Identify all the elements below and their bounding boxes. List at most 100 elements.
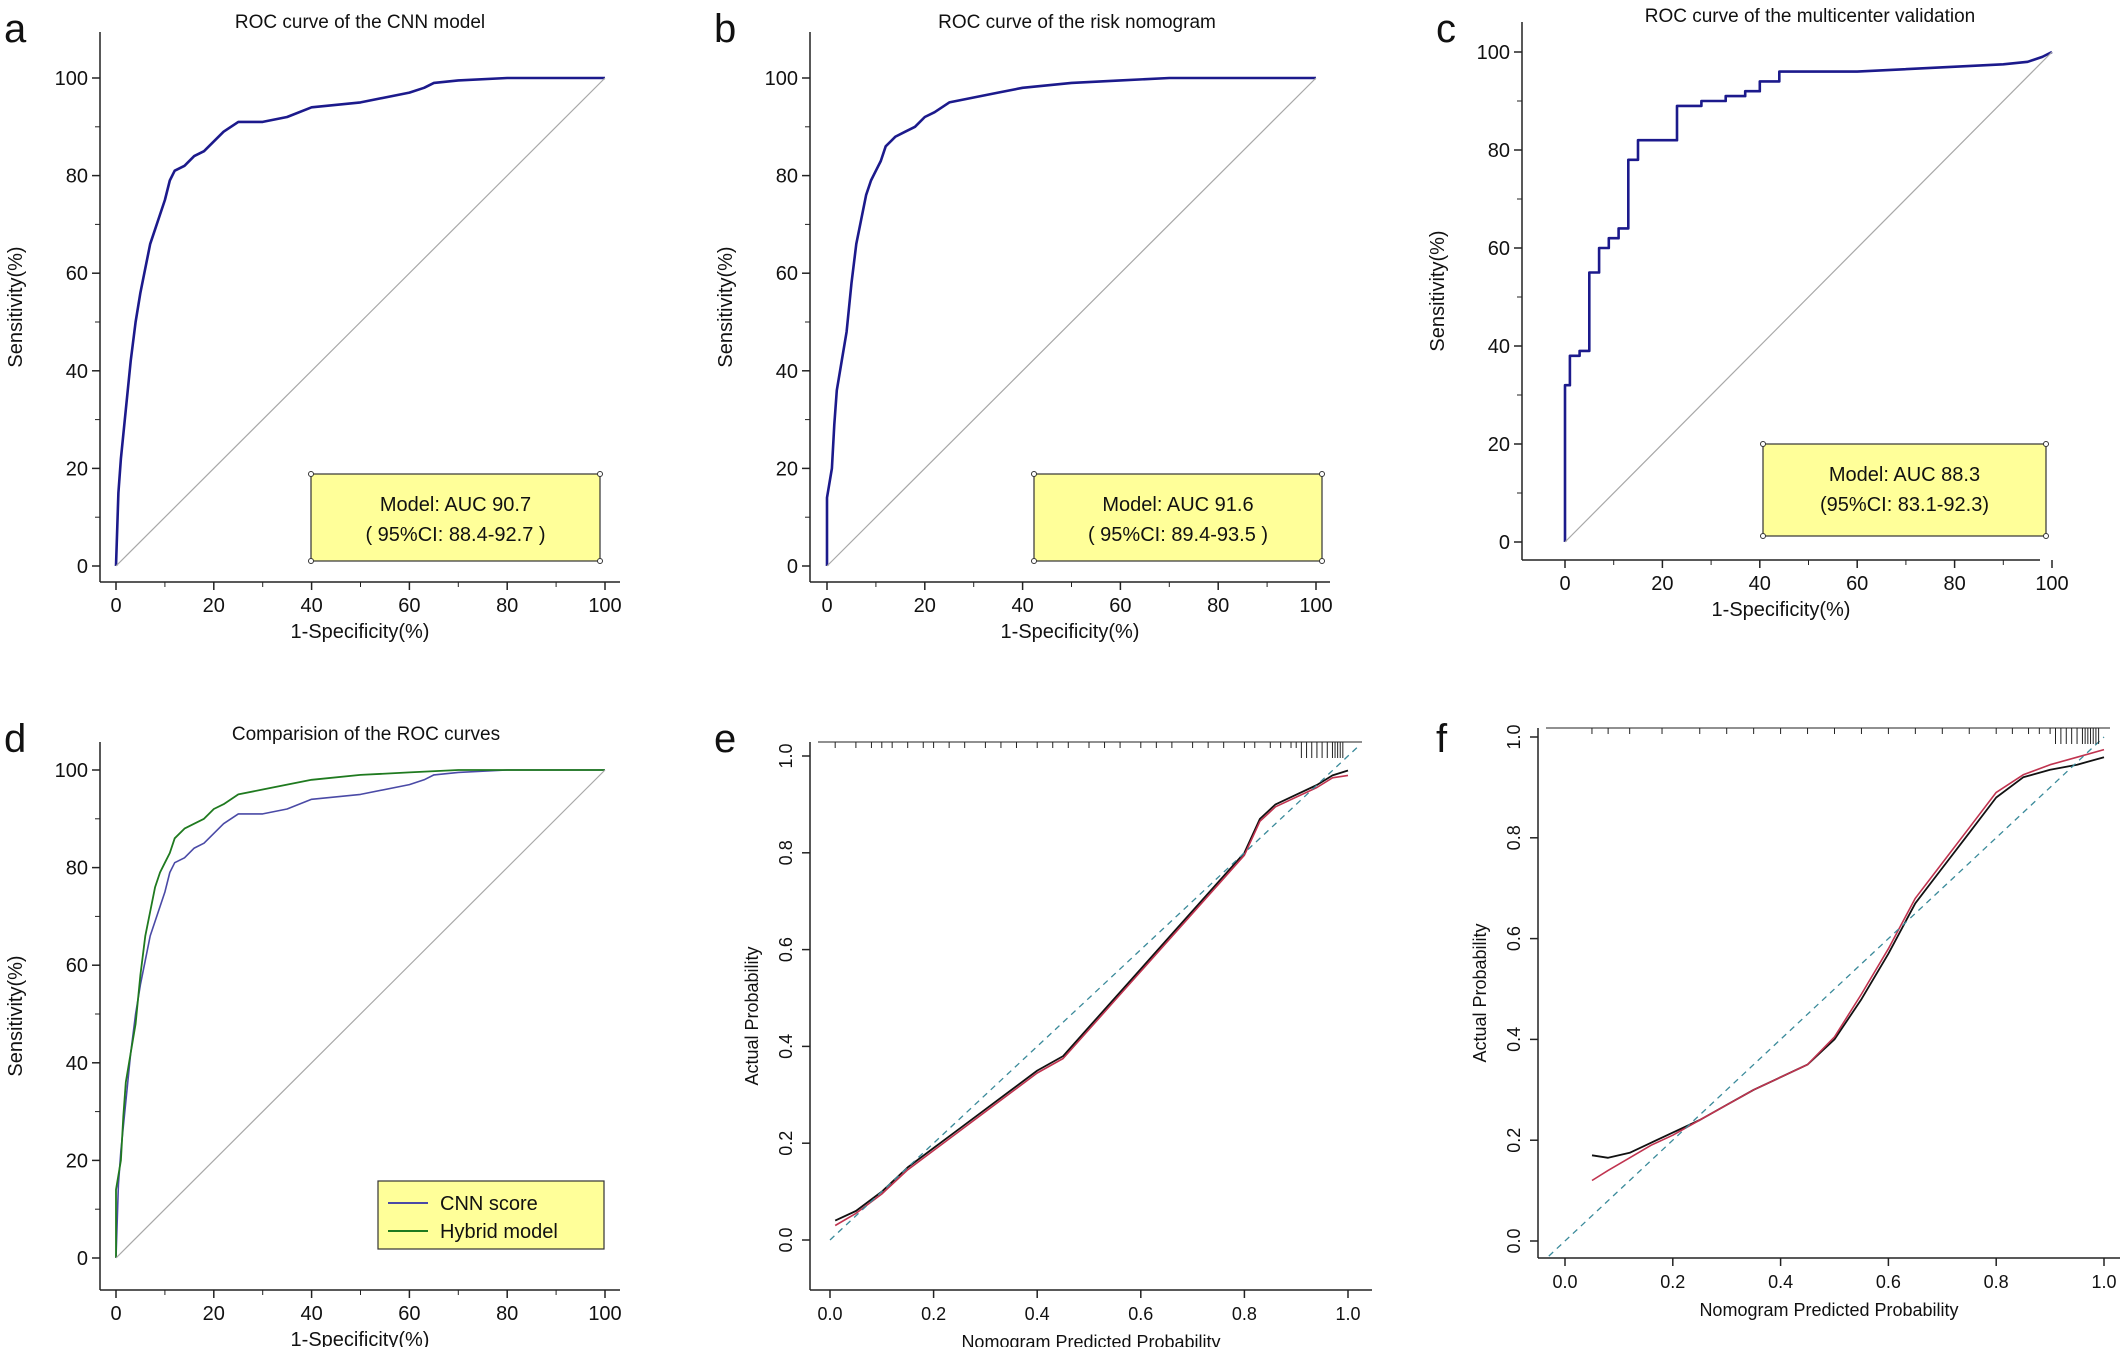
auc-value-text: Model: AUC 90.7 bbox=[380, 494, 531, 516]
calibration-apparent-line bbox=[834, 769, 1349, 1222]
y-tick-label: 80 bbox=[1488, 140, 1510, 162]
x-tick-label: 20 bbox=[914, 595, 936, 617]
x-tick-label: 40 bbox=[1011, 595, 1033, 617]
y-tick-label: 0.0 bbox=[1504, 1228, 1524, 1253]
y-axis-label: Sensitivity(%) bbox=[5, 955, 27, 1076]
y-tick-label: 20 bbox=[66, 458, 88, 480]
auc-value-text: Model: AUC 88.3 bbox=[1829, 464, 1980, 486]
reference-diagonal-line bbox=[115, 77, 606, 567]
panel-letter: e bbox=[714, 717, 736, 761]
x-tick-label: 0.4 bbox=[1025, 1304, 1050, 1324]
panel-letter: a bbox=[4, 7, 27, 51]
x-tick-label: 0.0 bbox=[1552, 1272, 1577, 1292]
x-tick-label: 0.6 bbox=[1876, 1272, 1901, 1292]
calibration-bias-corrected-line bbox=[1591, 748, 2105, 1182]
box-corner-handle bbox=[597, 471, 603, 477]
y-tick-label: 0 bbox=[77, 556, 88, 578]
x-tick-label: 80 bbox=[1207, 595, 1229, 617]
x-tick-label: 0.6 bbox=[1128, 1304, 1153, 1324]
x-tick-label: 0.0 bbox=[817, 1304, 842, 1324]
x-tick-label: 60 bbox=[1109, 595, 1131, 617]
y-tick-label: 0.8 bbox=[1504, 825, 1524, 850]
x-axis-label: 1-Specificity(%) bbox=[291, 621, 430, 643]
box-corner-handle bbox=[1031, 558, 1037, 564]
y-tick-label: 60 bbox=[66, 955, 88, 977]
y-axis-label: Actual Probability bbox=[742, 946, 762, 1085]
auc-value-text: Model: AUC 91.6 bbox=[1102, 494, 1253, 516]
x-tick-label: 100 bbox=[588, 1303, 621, 1325]
y-tick-label: 100 bbox=[1477, 42, 1510, 64]
y-tick-label: 0.0 bbox=[776, 1227, 796, 1252]
roc-curve-line bbox=[825, 76, 1316, 566]
y-tick-label: 60 bbox=[776, 263, 798, 285]
x-axis-label: Nomogram Predicted Probability bbox=[1699, 1300, 1958, 1320]
panel-e: e 0.0 0.2 0.4 0.6 0.8 1.0 0.0 0.2 0.4 0.6 0.8 1.0 Nom… bbox=[714, 717, 1372, 1347]
chart-title: ROC curve of the CNN model bbox=[235, 12, 485, 33]
x-tick-label: 20 bbox=[203, 1303, 225, 1325]
y-tick-label: 0.4 bbox=[1504, 1027, 1524, 1052]
y-tick-label: 1.0 bbox=[776, 743, 796, 768]
auc-annotation-box bbox=[310, 473, 601, 562]
panel-letter: d bbox=[4, 717, 26, 761]
box-corner-handle bbox=[308, 558, 314, 564]
box-corner-handle bbox=[1760, 441, 1766, 447]
roc-curve-line bbox=[114, 76, 605, 567]
x-tick-label: 40 bbox=[300, 1303, 322, 1325]
y-axis-label: Actual Probability bbox=[1470, 923, 1490, 1062]
y-tick-label: 100 bbox=[765, 68, 798, 90]
box-corner-handle bbox=[1031, 471, 1037, 477]
x-tick-label: 0 bbox=[1559, 573, 1570, 595]
x-tick-label: 60 bbox=[398, 1303, 420, 1325]
x-tick-label: 20 bbox=[203, 595, 225, 617]
x-axis-label: 1-Specificity(%) bbox=[291, 1329, 430, 1347]
y-tick-label: 0.4 bbox=[776, 1034, 796, 1059]
calibration-bias-corrected-line bbox=[834, 774, 1349, 1227]
x-tick-label: 1.0 bbox=[2091, 1272, 2116, 1292]
legend-label: Hybrid model bbox=[440, 1221, 558, 1243]
box-corner-handle bbox=[597, 558, 603, 564]
box-corner-handle bbox=[2043, 441, 2049, 447]
legend-box bbox=[377, 1180, 605, 1250]
y-tick-label: 0.8 bbox=[776, 840, 796, 865]
y-tick-label: 40 bbox=[1488, 336, 1510, 358]
y-tick-label: 0.2 bbox=[1504, 1128, 1524, 1153]
box-corner-handle bbox=[1319, 471, 1325, 477]
y-tick-label: 0.2 bbox=[776, 1131, 796, 1156]
cnn-score-line bbox=[115, 769, 605, 1259]
auc-annotation-box bbox=[1033, 473, 1323, 562]
box-corner-handle bbox=[2043, 533, 2049, 539]
y-tick-label: 1.0 bbox=[1504, 724, 1524, 749]
x-tick-label: 80 bbox=[1943, 573, 1965, 595]
x-tick-label: 80 bbox=[496, 1303, 518, 1325]
y-tick-label: 80 bbox=[66, 166, 88, 188]
panel-a: a ROC curve of the CNN model 0 20 40 60 80 100 0… bbox=[4, 7, 622, 643]
y-tick-label: 0 bbox=[787, 556, 798, 578]
y-tick-label: 20 bbox=[1488, 434, 1510, 456]
x-tick-label: 0.2 bbox=[921, 1304, 946, 1324]
legend-label: CNN score bbox=[440, 1193, 538, 1215]
y-axis-label: Sensitivity(%) bbox=[1427, 230, 1449, 351]
y-tick-label: 20 bbox=[776, 458, 798, 480]
x-tick-label: 0 bbox=[821, 595, 832, 617]
y-axis-label: Sensitivity(%) bbox=[5, 246, 27, 367]
panel-b: b ROC curve of the risk nomogram 0 20 40 60 80… bbox=[714, 7, 1333, 643]
panel-letter: b bbox=[714, 7, 736, 51]
ideal-calibration-line bbox=[1548, 736, 2105, 1257]
reference-diagonal-line bbox=[115, 769, 606, 1259]
box-corner-handle bbox=[1319, 558, 1325, 564]
panel-f: f 0.0 0.2 0.4 0.6 0.8 1.0 0.0 0.2 0.4 0.6 0.8 1.0 Nom… bbox=[1436, 717, 2120, 1320]
y-tick-label: 0.6 bbox=[776, 937, 796, 962]
x-tick-label: 100 bbox=[588, 595, 621, 617]
x-tick-label: 60 bbox=[398, 595, 420, 617]
y-axis-label: Sensitivity(%) bbox=[715, 246, 737, 367]
x-tick-label: 1.0 bbox=[1335, 1304, 1360, 1324]
box-corner-handle bbox=[1760, 533, 1766, 539]
y-tick-label: 100 bbox=[55, 760, 88, 782]
y-tick-label: 40 bbox=[776, 361, 798, 383]
y-tick-label: 80 bbox=[776, 166, 798, 188]
roc-curve-line bbox=[1563, 50, 2053, 542]
y-tick-label: 0 bbox=[1499, 532, 1510, 554]
x-tick-label: 40 bbox=[1749, 573, 1771, 595]
y-tick-label: 0 bbox=[77, 1248, 88, 1270]
x-axis-label: Nomogram Predicted Probability bbox=[961, 1332, 1220, 1347]
